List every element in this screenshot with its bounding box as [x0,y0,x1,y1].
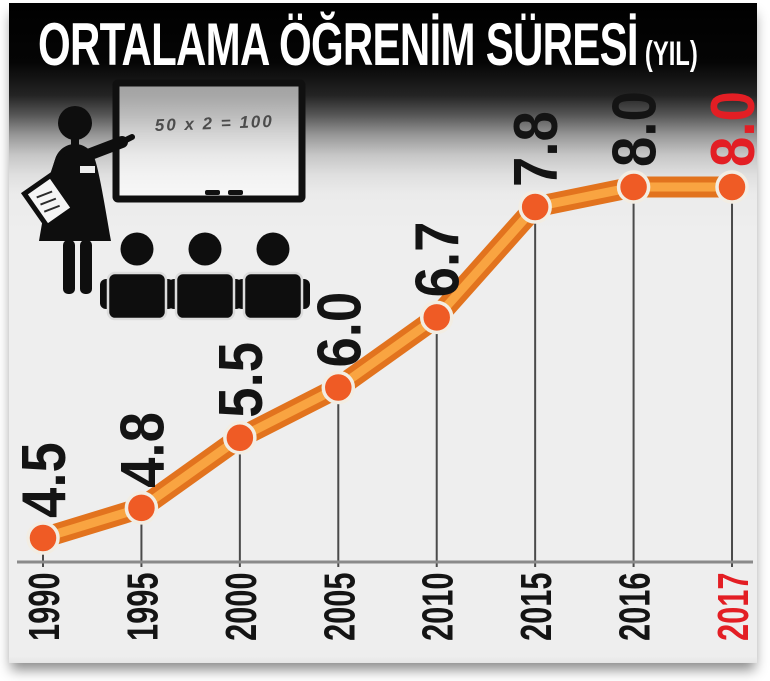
data-point [321,370,356,405]
board-eraser-dash-icon [228,190,243,195]
value-label: 7.8 [502,111,571,187]
value-label: 6.0 [305,292,374,368]
year-label: 2017 [710,572,757,641]
value-label: 8.0 [699,91,757,167]
value-label-group: 6.7 [404,222,473,298]
year-label-group: 1995 [119,572,168,641]
value-label: 5.5 [207,342,276,418]
chart-title: ORTALAMA ÖĞRENİM SÜRESİ (YIL) [38,13,698,76]
chart-svg: 4.5 4.8 5.5 6.0 6.7 7.8 8.0 8.0 1990 1995 2000 2005… [10,91,757,641]
whiteboard-text: 50 x 2 = 100 [154,112,274,135]
chart-title-unit: (YIL) [644,35,698,73]
value-label: 4.5 [10,442,79,518]
year-label-group: 1990 [21,572,70,641]
chart-title-text: ORTALAMA ÖĞRENİM SÜRESİ [38,11,639,78]
value-label-group: 6.0 [305,292,374,368]
value-label-group: 8.0 [600,91,669,167]
value-label-group: 8.0 [699,91,757,167]
value-label: 8.0 [600,91,669,167]
classroom-illustration: 50 x 2 = 100 [20,79,312,321]
year-label: 1990 [21,572,70,641]
value-label-group: 5.5 [207,342,276,418]
teacher-icon [20,106,135,294]
year-label-group: 2016 [611,572,660,641]
value-label: 6.7 [404,222,473,298]
value-label: 4.8 [108,412,177,488]
data-point [223,420,257,455]
year-label: 2010 [414,572,463,641]
data-point [518,190,552,224]
data-point [715,170,749,204]
year-label: 2005 [316,572,365,641]
year-label-group: 2005 [316,572,365,641]
year-label: 1995 [119,572,168,641]
data-point [419,300,454,335]
value-label-group: 4.8 [108,412,177,488]
page-panel: ORTALAMA ÖĞRENİM SÜRESİ (YIL) 50 x 2 = 10… [9,3,757,663]
book-icon [20,171,78,231]
year-label-group: 2017 [710,572,757,641]
data-point [616,170,651,204]
year-label-group: 2000 [218,572,267,641]
year-label-group: 2015 [513,572,562,641]
year-label-group: 2010 [414,572,463,641]
year-label: 2000 [218,572,267,641]
year-label: 2015 [513,572,562,641]
data-point [26,521,60,555]
value-label-group: 4.5 [10,442,79,518]
board-eraser-dash-icon [205,190,220,195]
data-point [124,491,159,525]
value-label-group: 7.8 [502,111,571,187]
year-label: 2016 [611,572,660,641]
